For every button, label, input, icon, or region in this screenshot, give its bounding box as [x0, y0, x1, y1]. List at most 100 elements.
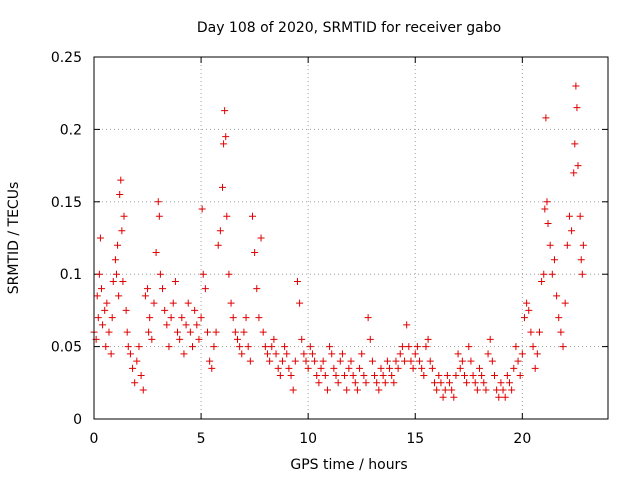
data-point	[577, 256, 585, 264]
data-point	[480, 379, 488, 387]
data-point	[401, 357, 409, 365]
data-point	[144, 285, 152, 293]
x-tick-label: 0	[90, 431, 99, 447]
data-point	[255, 314, 263, 322]
data-point	[443, 372, 451, 380]
data-point	[94, 314, 102, 322]
data-point	[159, 285, 167, 293]
data-point	[236, 343, 244, 351]
data-point	[542, 114, 550, 122]
data-point	[379, 372, 387, 380]
data-point	[259, 328, 267, 336]
grid-lines	[94, 57, 608, 419]
x-tick-label: 15	[406, 431, 424, 447]
data-point	[97, 285, 105, 293]
y-tick-labels: 0 0.05 0.1 0.15 0.2 0.25	[51, 50, 82, 428]
data-point	[96, 234, 104, 242]
data-point	[488, 357, 496, 365]
data-point	[529, 343, 537, 351]
data-point	[439, 393, 447, 401]
data-point	[99, 321, 107, 329]
data-point	[413, 343, 421, 351]
data-point	[289, 386, 297, 394]
data-point	[416, 357, 424, 365]
data-point	[283, 350, 291, 358]
data-point	[238, 350, 246, 358]
data-point	[272, 350, 280, 358]
data-point	[146, 314, 154, 322]
data-point	[145, 328, 153, 336]
data-point	[317, 364, 325, 372]
data-point	[223, 212, 231, 220]
data-point	[102, 343, 110, 351]
data-point	[184, 299, 192, 307]
data-point	[579, 241, 587, 249]
data-point	[174, 328, 182, 336]
data-point	[435, 372, 443, 380]
data-point	[476, 364, 483, 372]
data-point	[448, 386, 456, 394]
data-point	[570, 169, 578, 177]
data-point	[353, 386, 361, 394]
data-point	[126, 350, 134, 358]
data-point	[375, 386, 383, 394]
data-point	[161, 306, 169, 314]
y-tick-label: 0.25	[51, 50, 82, 66]
data-point	[456, 364, 464, 372]
data-point	[426, 357, 434, 365]
data-point	[366, 335, 374, 343]
data-point	[191, 306, 199, 314]
data-point	[293, 277, 301, 285]
data-point	[497, 379, 505, 387]
data-point	[251, 248, 259, 256]
data-point	[119, 277, 127, 285]
data-point	[461, 372, 469, 380]
x-tick-label: 5	[197, 431, 206, 447]
x-tick-labels: 0 5 10 15 20	[90, 431, 532, 447]
data-point	[141, 292, 149, 300]
data-point	[287, 372, 295, 380]
data-point	[219, 183, 226, 191]
data-point	[576, 212, 584, 220]
data-point	[248, 212, 256, 220]
data-point	[315, 379, 323, 387]
data-point	[334, 379, 342, 387]
data-point	[296, 299, 304, 307]
data-point	[557, 328, 565, 336]
data-point	[563, 241, 571, 249]
data-point	[403, 321, 411, 329]
data-point	[555, 314, 563, 322]
data-point	[409, 364, 417, 372]
data-point	[553, 292, 561, 300]
data-point	[514, 357, 522, 365]
data-point	[358, 350, 366, 358]
data-point	[364, 314, 372, 322]
data-point	[531, 364, 539, 372]
data-point	[360, 372, 368, 380]
data-point	[478, 372, 486, 380]
data-point	[471, 379, 479, 387]
x-axis-label: GPS time / hours	[290, 457, 407, 473]
data-point	[450, 393, 458, 401]
data-point	[407, 357, 415, 365]
data-points	[90, 82, 587, 401]
data-point	[319, 357, 327, 365]
data-point	[573, 104, 581, 112]
data-point	[120, 212, 128, 220]
data-point	[186, 328, 194, 336]
data-point	[396, 350, 404, 358]
data-point	[330, 364, 338, 372]
data-point	[93, 292, 101, 300]
data-point	[505, 379, 513, 387]
axis-ticks	[93, 56, 608, 420]
data-point	[306, 343, 314, 351]
data-point	[163, 321, 171, 329]
data-point	[137, 372, 145, 380]
data-point	[253, 285, 261, 293]
data-point	[546, 241, 554, 249]
data-point	[244, 343, 252, 351]
data-point	[446, 379, 454, 387]
data-point	[336, 357, 344, 365]
data-point	[510, 364, 518, 372]
